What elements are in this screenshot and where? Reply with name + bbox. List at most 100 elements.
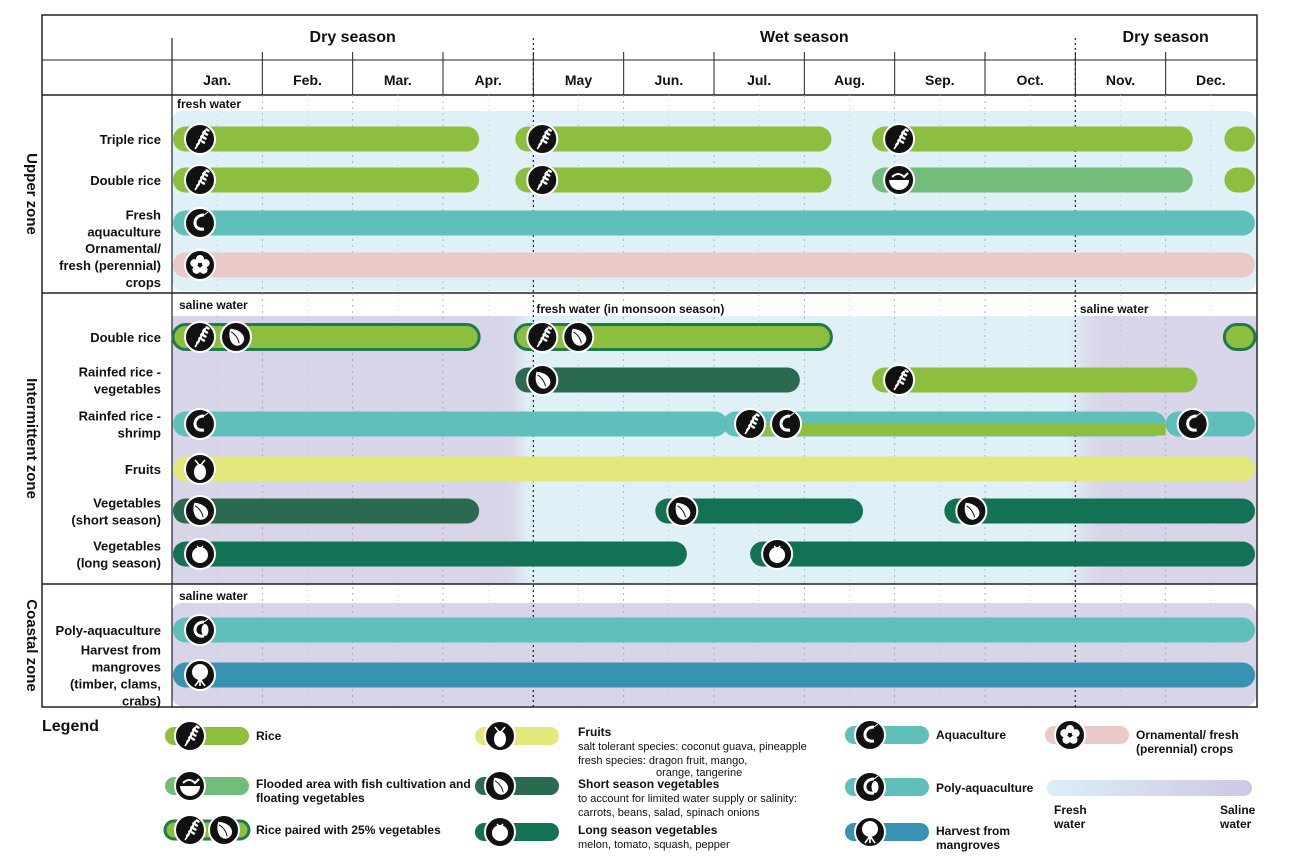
icon-disc [854, 719, 886, 751]
bar-long_veg [173, 541, 687, 567]
flower-petal [1066, 725, 1074, 733]
onion-icon [955, 495, 988, 527]
rice-grain [190, 831, 196, 835]
rice-icon [883, 123, 916, 155]
rice-grain [203, 330, 209, 334]
intermittent-saline-bg-2 [1097, 316, 1256, 584]
rice-icon [184, 321, 216, 353]
bar-aquaculture [173, 411, 728, 437]
rice-grain [901, 130, 906, 134]
rice-grain [895, 383, 900, 387]
shrimp-icon [854, 719, 886, 751]
row-label: Ornamental/ [85, 241, 161, 256]
row-label: crops [126, 275, 161, 290]
flower-center [1068, 733, 1072, 737]
tomato-icon [484, 816, 516, 848]
rice-grain [544, 177, 549, 181]
bar-rice-veg [513, 323, 833, 351]
month-label: May [565, 72, 592, 88]
shrimp-fish-icon [854, 771, 886, 803]
pineapple-leaves [194, 459, 206, 468]
flower-petal [1071, 729, 1080, 738]
rice-grain [544, 334, 549, 338]
season-label: Dry season [1123, 29, 1209, 46]
flower-petal [199, 265, 208, 274]
row-label: (short season) [71, 513, 161, 528]
month-label: Mar. [384, 72, 412, 88]
onion-icon [208, 814, 240, 846]
onion-line [194, 505, 204, 518]
legend-short-veg: Short season vegetables to account for l… [578, 777, 797, 819]
flower-petal [1062, 735, 1071, 744]
rice-grain [899, 381, 905, 385]
month-label: Sep. [925, 72, 955, 88]
icon-disc [184, 207, 216, 239]
rice-grain [202, 136, 207, 140]
rice-grain [538, 340, 543, 344]
water-label: fresh water (in monsoon season) [536, 302, 724, 316]
intermittent-saline-bg-1 [172, 316, 511, 584]
month-label: Nov. [1106, 72, 1135, 88]
shrimp-antenna [873, 723, 879, 728]
pineapple-body [494, 731, 506, 747]
pineapple-leaves [494, 726, 506, 735]
shrimp-body [193, 620, 205, 638]
rice-grain [192, 733, 197, 737]
rice-grain [544, 130, 549, 134]
bar-poly [173, 617, 1255, 643]
bar-ornamental [173, 252, 1255, 278]
rice-grain [897, 138, 902, 142]
rice-grain [543, 140, 548, 144]
bar-aquaculture [173, 210, 1255, 236]
bar-rice [515, 126, 832, 152]
rice-grain [901, 371, 906, 375]
rice-grain [196, 340, 200, 344]
row-label: (timber, clams, [70, 677, 161, 692]
rice-grain [198, 179, 202, 183]
shrimp-body [863, 777, 875, 795]
month-label: Oct. [1017, 72, 1044, 88]
rice-grain [897, 379, 902, 383]
rice-grain [193, 823, 199, 827]
rice-grain [544, 136, 549, 140]
bar-rice [1224, 167, 1255, 193]
pineapple-icon [184, 453, 216, 485]
rice-icon [734, 408, 767, 440]
shrimp-antenna [203, 412, 209, 417]
legend-rice-veg: Rice paired with 25% vegetables [256, 823, 441, 837]
rice-grain [895, 142, 900, 146]
rice-grain [547, 326, 552, 330]
rice-grain [200, 140, 206, 144]
row-label: Rainfed rice - [79, 365, 161, 380]
rice-grain [544, 328, 549, 332]
tomato-stem [196, 545, 204, 551]
flower-icon [184, 249, 216, 281]
mangrove-canopy [192, 664, 208, 680]
zone-label: Intermittent zone [23, 378, 40, 499]
rice-grain [205, 326, 210, 330]
flower-petal [190, 259, 199, 268]
rice-grain [198, 138, 202, 142]
rice-grain [901, 377, 906, 381]
icon-disc [770, 408, 803, 440]
shrimp-antenna [203, 618, 209, 623]
onion-icon [484, 770, 516, 802]
season-label: Wet season [760, 29, 849, 46]
flower-petal [1060, 729, 1069, 738]
tomato-body [492, 825, 508, 841]
month-label: Apr. [475, 72, 502, 88]
row-label: Harvest from [81, 643, 161, 658]
rice-icon [174, 814, 206, 846]
shrimp-antenna [873, 775, 879, 780]
bowl [889, 180, 910, 190]
rice-grain [192, 821, 196, 825]
rice-grain [192, 727, 196, 731]
icon-disc [1176, 408, 1209, 440]
bar-rice-veg [1222, 323, 1257, 351]
rice-grain [538, 142, 543, 146]
shrimp-antenna [203, 211, 209, 216]
rice-grain [202, 130, 206, 134]
zone-label: Coastal zone [23, 599, 40, 692]
onion-line [230, 331, 240, 344]
water-label: saline water [179, 298, 248, 312]
